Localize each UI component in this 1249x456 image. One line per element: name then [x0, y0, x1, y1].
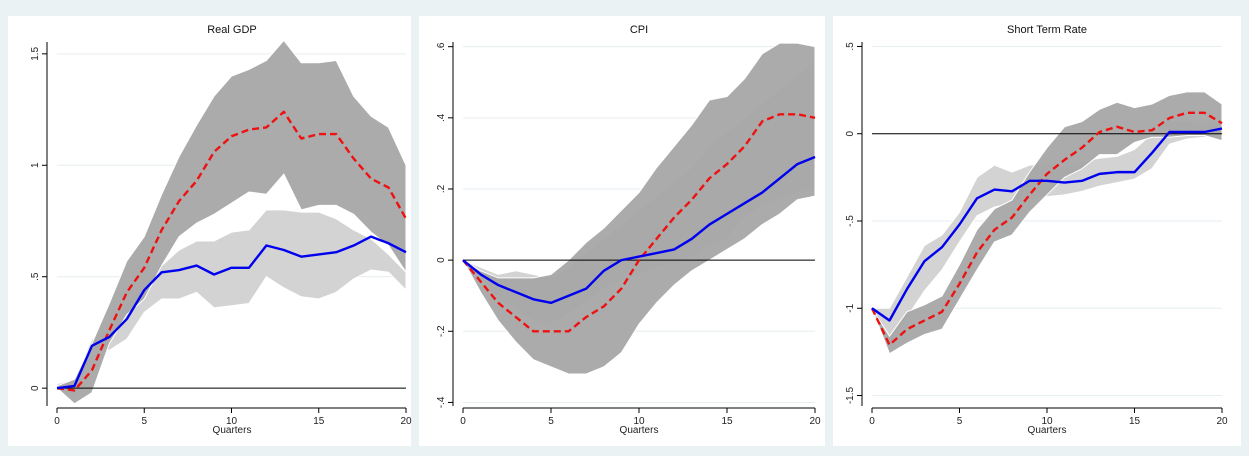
chart-panel-cpi: -.4 -.2 0 .2 .4 .6 0 5 10 15 20 CPI Quarters [419, 16, 825, 446]
x-tick-label: 5 [548, 416, 554, 427]
y-tick-label: -.5 [845, 215, 856, 227]
x-tick-label: 5 [141, 416, 147, 427]
y-tick-label: -.4 [436, 396, 447, 408]
confidence-band-light [56, 209, 407, 398]
solid-response-line [871, 127, 1223, 322]
dashed-response-line [462, 113, 816, 333]
y-tick-label: .4 [436, 113, 447, 122]
x-tick-label: 15 [1129, 416, 1141, 427]
x-tick-label: 15 [313, 416, 325, 427]
x-tick-label: 20 [1216, 416, 1228, 427]
y-tick-label: .2 [436, 184, 447, 193]
chart-title: Short Term Rate [1007, 24, 1087, 36]
y-tick-label: 0 [30, 385, 41, 391]
solid-response-line [462, 155, 816, 305]
y-tick-label: 1.5 [30, 46, 41, 60]
solid-response-line [56, 235, 407, 390]
x-tick-label: 0 [460, 416, 466, 427]
x-tick-label: 20 [400, 416, 412, 427]
x-axis-label: Quarters [620, 425, 659, 436]
y-tick-label: .5 [30, 272, 41, 281]
confidence-band-dark [461, 42, 816, 375]
y-tick-label: .5 [845, 42, 856, 51]
x-tick-label: 10 [633, 416, 645, 427]
dashed-response-line [56, 110, 408, 392]
x-tick-label: 0 [54, 416, 60, 427]
chart-panel-real-gdp: 0 .5 1 1.5 0 5 10 15 20 Real GDP Quarters [8, 16, 412, 446]
y-tick-label: .6 [436, 42, 447, 51]
panel-background [833, 16, 1241, 446]
dashed-response-line [870, 111, 1223, 347]
x-tick-label: 15 [721, 416, 733, 427]
x-axis-label: Quarters [213, 425, 252, 436]
y-tick-label: 0 [845, 131, 856, 137]
x-tick-label: 0 [869, 416, 875, 427]
confidence-band-dark [56, 39, 407, 405]
x-tick-label: 10 [1041, 416, 1053, 427]
chart-title: CPI [630, 24, 648, 36]
y-tick-label: -.2 [436, 325, 447, 337]
y-tick-label: -1 [845, 303, 856, 312]
y-tick-label: 1 [30, 162, 41, 168]
chart-panel-short-term-rate: -1.5 -1 -.5 0 .5 0 5 10 15 20 Short Term Rate Quart… [833, 16, 1241, 446]
chart-title: Real GDP [207, 24, 257, 36]
x-axis-label: Quarters [1028, 425, 1067, 436]
y-tick-label: 0 [436, 257, 447, 263]
y-tick-label: -1.5 [845, 386, 856, 404]
x-tick-label: 10 [226, 416, 238, 427]
x-tick-label: 20 [809, 416, 821, 427]
x-tick-label: 5 [957, 416, 963, 427]
